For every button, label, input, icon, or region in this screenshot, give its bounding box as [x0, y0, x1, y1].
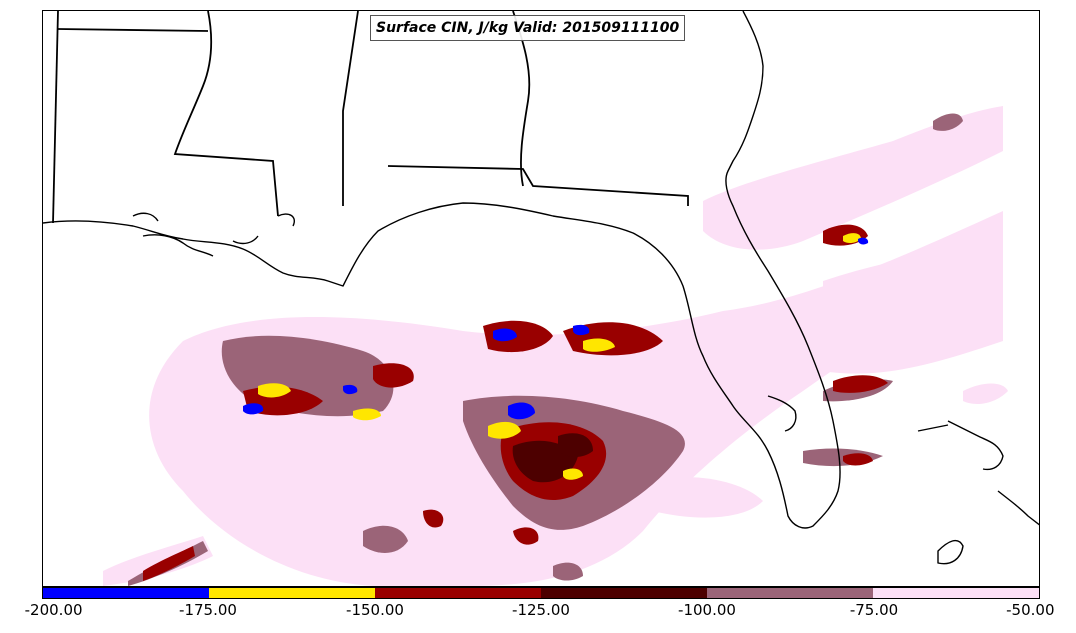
colorbar-segment-blue [43, 588, 209, 598]
colorbar-segment-very-dark-red [541, 588, 707, 598]
cin-layer-light-pink [103, 106, 1008, 586]
colorbar-segment-mauve [707, 588, 873, 598]
map-canvas [43, 11, 1039, 586]
colorbar-segment-yellow [209, 588, 375, 598]
cin-layer-yellow [258, 233, 861, 480]
cin-layer-blue [243, 237, 869, 420]
colorbar-tick-label: -175.00 [179, 601, 237, 619]
cin-layer-very-dark-red [512, 433, 593, 483]
colorbar-tick-label: -50.00 [1006, 601, 1055, 619]
map-frame [42, 10, 1040, 587]
colorbar-tick-label: -125.00 [512, 601, 570, 619]
colorbar [42, 587, 1040, 599]
colorbar-segment-light-pink [873, 588, 1039, 598]
colorbar-tick-label: -100.00 [678, 601, 736, 619]
coastlines [43, 11, 1039, 565]
colorbar-segment-dark-red [375, 588, 541, 598]
map-title: Surface CIN, J/kg Valid: 201509111100 [370, 15, 686, 41]
colorbar-tick-label: -75.00 [849, 601, 899, 619]
colorbar-tick-label: -200.00 [24, 601, 83, 619]
colorbar-tick-label: -150.00 [346, 601, 404, 619]
state-boundaries [52, 11, 689, 224]
